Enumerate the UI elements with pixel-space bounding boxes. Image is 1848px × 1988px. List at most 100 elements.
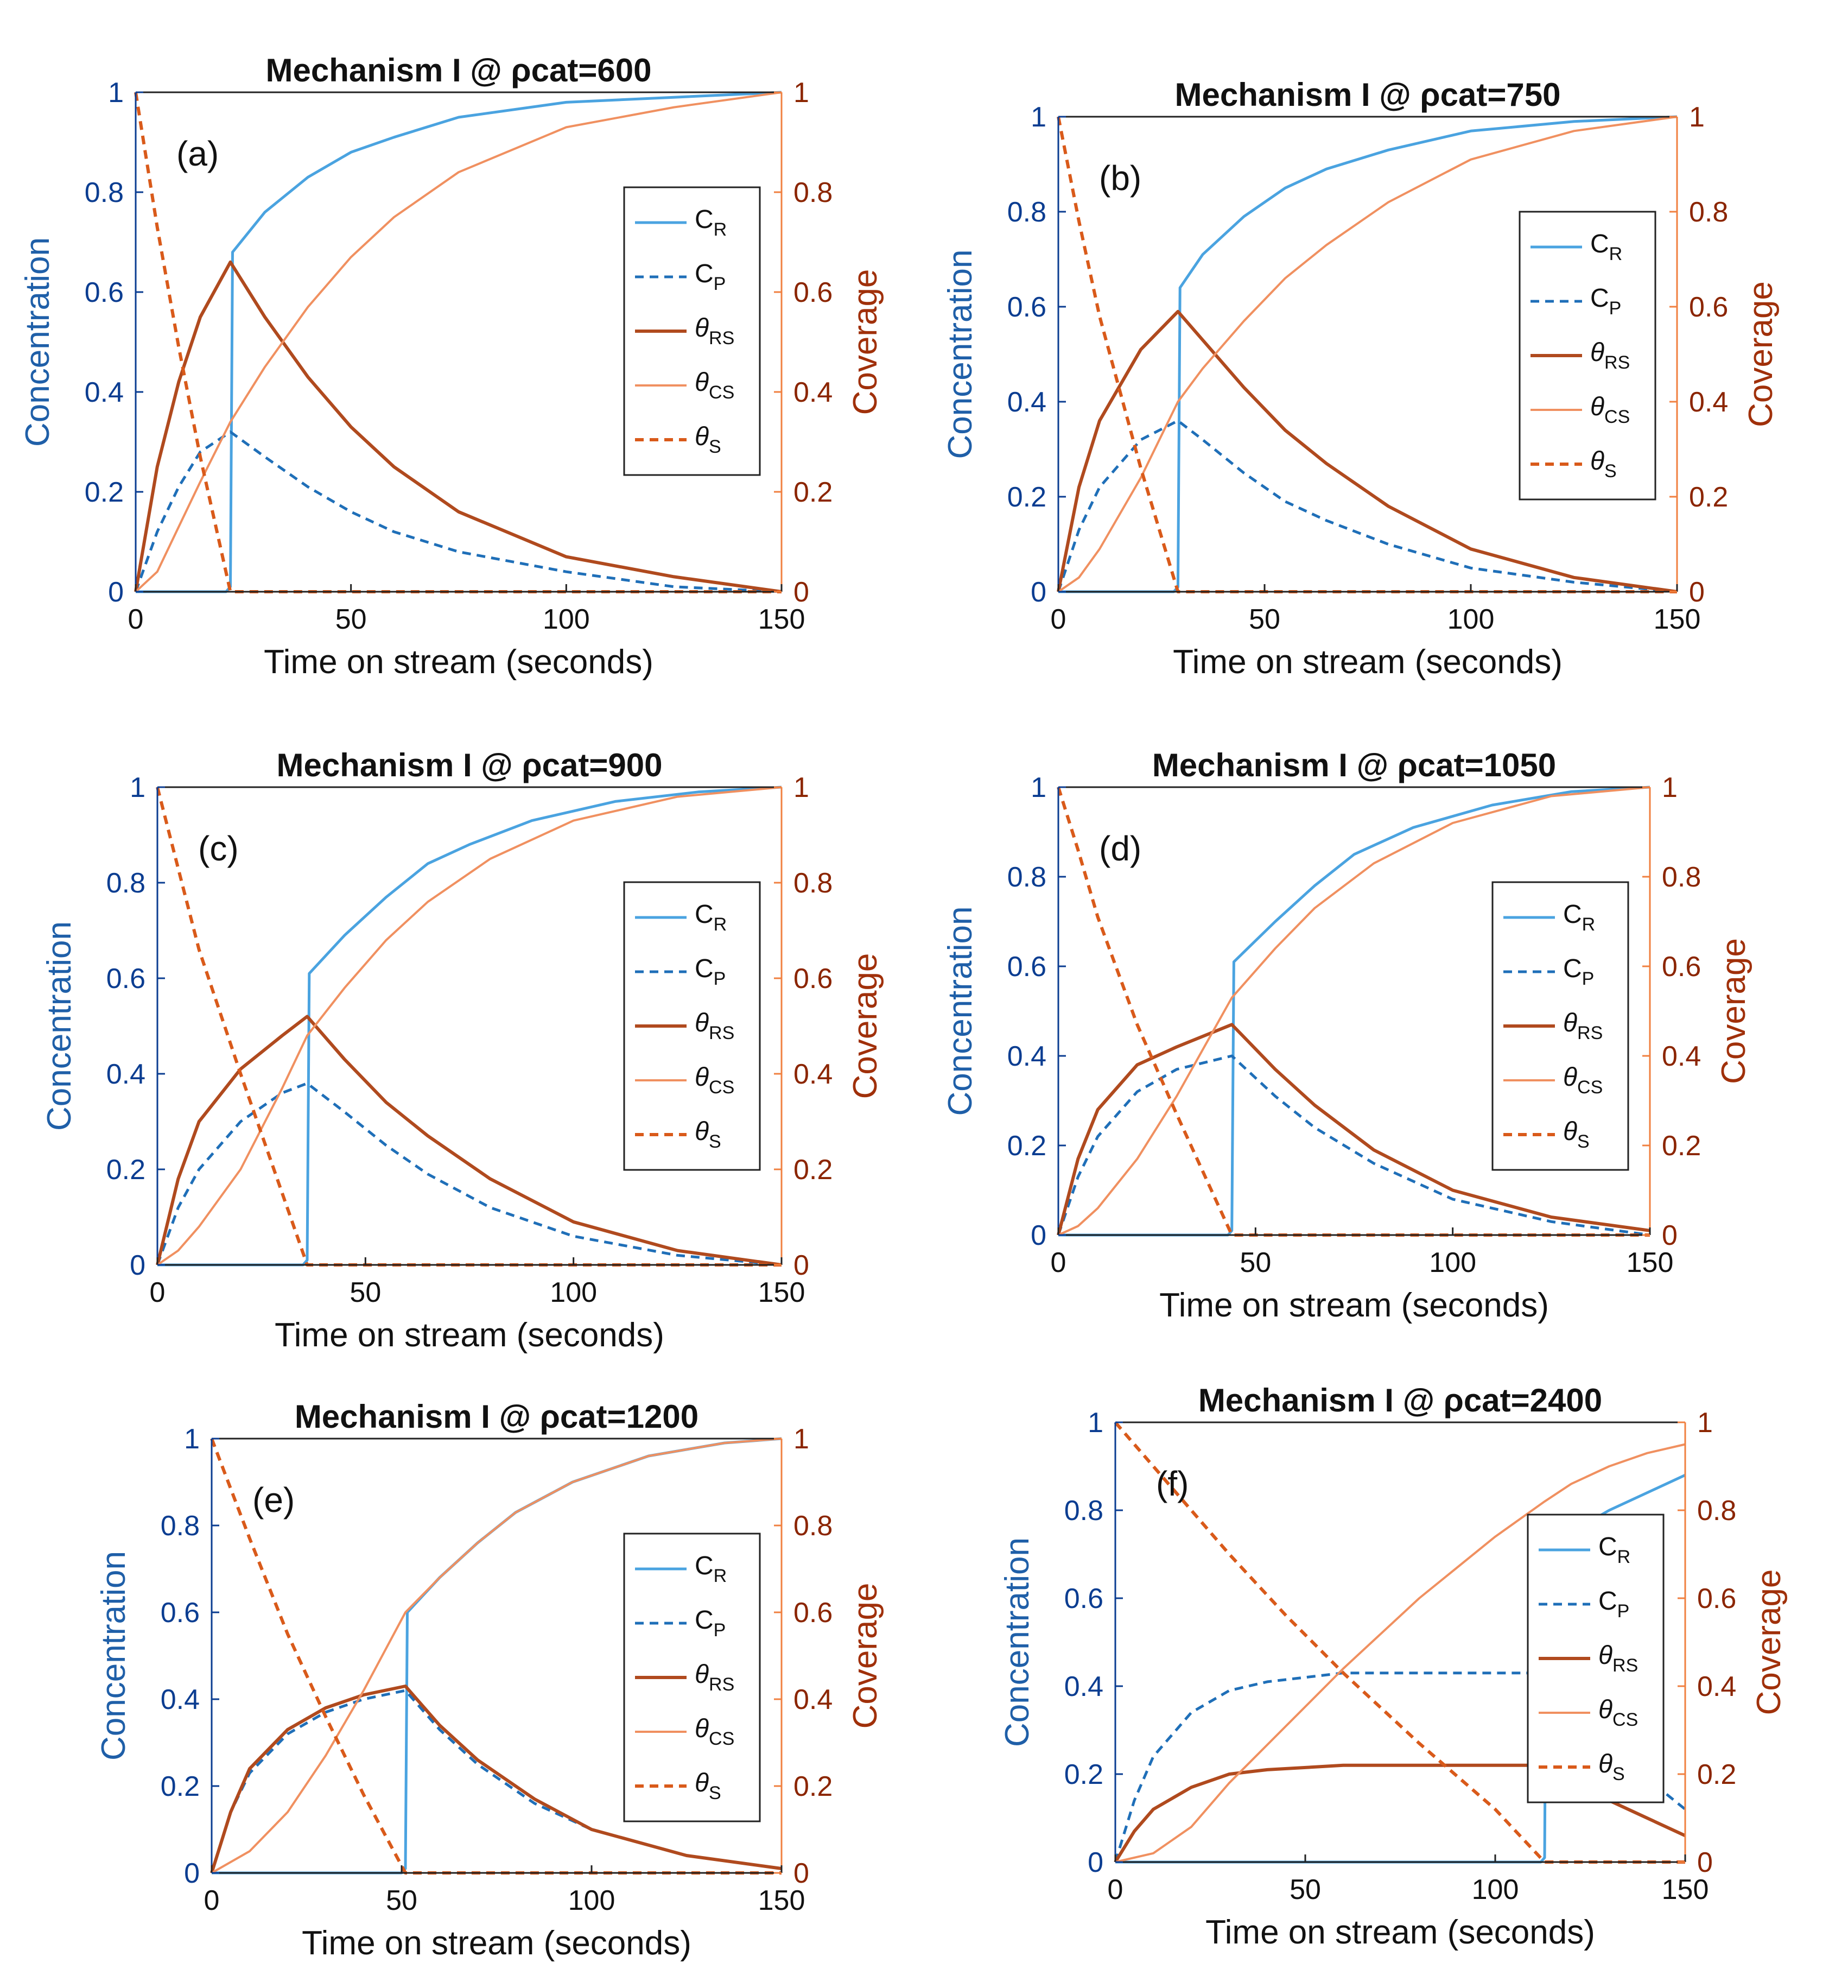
- x-tick-label: 50: [350, 1277, 381, 1308]
- y-tick-label-left: 0.4: [161, 1684, 200, 1715]
- panel-b: 0 50 100 15000.20.40.60.8100.20.40.60.81Mec…: [942, 77, 1780, 681]
- y-tick-label-right: 0.2: [793, 1771, 833, 1802]
- x-tick-label: 0: [1108, 1874, 1123, 1905]
- x-tick-label: 0: [150, 1277, 166, 1308]
- y-tick-label-right: 0.2: [1689, 482, 1728, 513]
- y-axis-label-left: Concentration: [999, 1537, 1036, 1747]
- y-tick-label-left: 0.6: [85, 277, 124, 308]
- x-tick-label: 150: [758, 1277, 805, 1308]
- x-tick-label: 0: [204, 1885, 220, 1916]
- legend: CR CP θRS θCS θS: [623, 1533, 761, 1822]
- y-axis-label-left: Concentration: [41, 921, 78, 1131]
- x-axis-label: Time on stream (seconds): [1205, 1914, 1595, 1951]
- x-axis-label: Time on stream (seconds): [264, 643, 653, 681]
- legend-label: CP: [695, 259, 726, 294]
- x-tick-label: 100: [1429, 1247, 1476, 1278]
- y-tick-label-left: 0.4: [1007, 1041, 1046, 1072]
- y-tick-label-left: 0: [184, 1858, 200, 1889]
- chart-title: Mechanism I @ ρcat=1200: [295, 1398, 698, 1435]
- y-tick-label-left: 0.6: [1007, 292, 1046, 323]
- series-c-p: [1057, 1054, 1650, 1237]
- x-tick-label: 150: [1654, 604, 1701, 635]
- legend-label: CR: [1590, 230, 1622, 264]
- y-tick-label-right: 0.2: [793, 1154, 833, 1186]
- y-tick-label-left: 0.4: [1007, 387, 1046, 418]
- panel-a: 0 50 100 15000.20.40.60.8100.20.40.60.81Mec…: [19, 52, 884, 681]
- legend-label: θRS: [695, 1009, 734, 1043]
- series-c-p: [134, 430, 782, 593]
- y-tick-label-left: 0.2: [1007, 1130, 1046, 1162]
- y-axis-label-left: Concentration: [942, 249, 979, 459]
- x-tick-label: 150: [1627, 1247, 1674, 1278]
- x-axis-label: Time on stream (seconds): [275, 1316, 664, 1354]
- y-tick-label-left: 1: [130, 772, 145, 803]
- y-tick-label-right: 1: [1689, 102, 1705, 133]
- y-tick-label-left: 0.4: [106, 1059, 145, 1090]
- legend: CR CP θRS θCS θS: [1527, 1514, 1665, 1803]
- legend-label: CP: [1590, 284, 1621, 319]
- legend-label: CP: [695, 954, 726, 989]
- y-tick-label-right: 0: [793, 577, 809, 608]
- y-tick-label-right: 0.6: [1662, 951, 1701, 983]
- y-tick-label-right: 1: [1662, 772, 1678, 803]
- x-axis-label: Time on stream (seconds): [1173, 643, 1563, 681]
- y-tick-label-right: 0.4: [793, 377, 833, 408]
- y-tick-label-left: 0.8: [161, 1510, 200, 1542]
- chart-title: Mechanism I @ ρcat=600: [266, 52, 652, 88]
- y-tick-label-right: 0.4: [793, 1059, 833, 1090]
- series-theta-cs: [135, 91, 782, 593]
- y-tick-label-left: 0.4: [1064, 1671, 1103, 1702]
- x-tick-label: 50: [386, 1885, 417, 1916]
- legend-label: θS: [695, 1769, 721, 1803]
- series-theta-rs: [156, 1015, 782, 1267]
- series-theta-cs: [211, 1438, 782, 1874]
- x-tick-label: 150: [758, 1885, 805, 1916]
- y-tick-label-left: 0.8: [85, 177, 124, 208]
- x-tick-label: 0: [1051, 604, 1066, 635]
- legend-label: θCS: [695, 1063, 734, 1098]
- y-tick-label-right: 0.6: [793, 277, 833, 308]
- y-tick-label-left: 1: [1088, 1407, 1103, 1439]
- chart-title: Mechanism I @ ρcat=900: [277, 747, 663, 783]
- y-tick-label-left: 1: [1031, 102, 1046, 133]
- legend-label: θS: [695, 1117, 721, 1152]
- y-tick-label-right: 0.2: [1662, 1130, 1701, 1162]
- legend-label: θRS: [1590, 338, 1630, 373]
- y-tick-label-right: 1: [793, 1423, 809, 1455]
- legend-label: θRS: [1563, 1009, 1603, 1043]
- series-c-p: [210, 1689, 782, 1873]
- series-theta-rs: [1057, 309, 1678, 593]
- y-axis-label-left: Concentration: [942, 906, 979, 1116]
- y-tick-label-left: 0: [108, 577, 124, 608]
- x-axis-label: Time on stream (seconds): [302, 1924, 691, 1962]
- x-tick-label: 0: [1051, 1247, 1066, 1278]
- y-tick-label-left: 1: [108, 77, 124, 109]
- legend: CR CP θRS θCS θS: [623, 881, 761, 1171]
- x-axis-label: Time on stream (seconds): [1159, 1287, 1549, 1324]
- y-tick-label-left: 0.8: [106, 868, 145, 899]
- y-tick-label-left: 0: [130, 1250, 145, 1281]
- series-theta-rs: [134, 260, 782, 593]
- x-tick-label: 150: [758, 604, 805, 635]
- legend-label: θCS: [1598, 1695, 1638, 1730]
- panel-c: 0 50 100 15000.20.40.60.8100.20.40.60.81Mec…: [41, 747, 884, 1354]
- legend: CR CP θRS θCS θS: [1491, 881, 1629, 1171]
- y-tick-label-left: 0.2: [161, 1771, 200, 1802]
- y-tick-label-left: 0.2: [1064, 1759, 1103, 1790]
- y-tick-label-left: 1: [1031, 772, 1046, 803]
- y-tick-label-left: 0: [1088, 1847, 1103, 1878]
- panel-label: (e): [252, 1480, 295, 1520]
- y-axis-label-right: Coverage: [847, 953, 884, 1099]
- legend-label: θCS: [1563, 1063, 1603, 1098]
- legend-label: θS: [1563, 1117, 1590, 1152]
- y-tick-label-right: 0.8: [793, 868, 833, 899]
- y-axis-label-right: Coverage: [1742, 281, 1780, 427]
- y-tick-label-right: 0.6: [1689, 292, 1728, 323]
- y-tick-label-right: 0.2: [1697, 1759, 1736, 1790]
- legend-label: θS: [695, 422, 721, 457]
- x-tick-label: 50: [1249, 604, 1280, 635]
- legend-label: θRS: [695, 314, 734, 349]
- y-tick-label-right: 1: [1697, 1407, 1713, 1439]
- y-tick-label-left: 0.6: [106, 963, 145, 995]
